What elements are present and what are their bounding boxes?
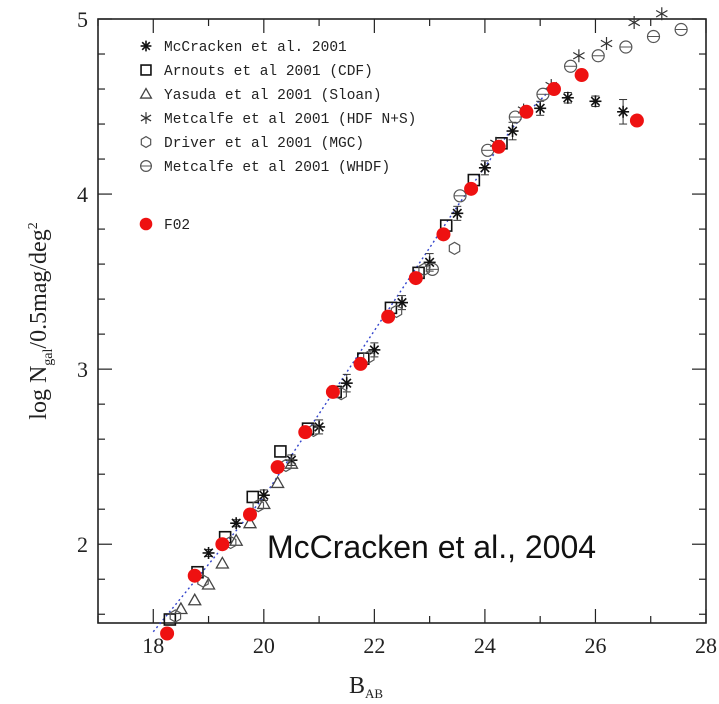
legend-label: Yasuda et al 2001 (Sloan)	[164, 88, 382, 104]
data-point	[396, 296, 408, 309]
data-point	[202, 546, 215, 559]
y-tick-label: 4	[77, 182, 88, 207]
data-point	[561, 91, 574, 104]
data-point	[418, 262, 430, 277]
citation-text: McCracken et al., 2004	[267, 529, 596, 565]
data-point	[464, 181, 479, 196]
data-point	[600, 37, 613, 51]
legend-marker	[140, 135, 152, 149]
data-point	[243, 507, 257, 522]
legend-marker	[140, 112, 152, 124]
data-point	[491, 139, 506, 154]
data-point	[408, 271, 423, 286]
data-point	[508, 110, 522, 124]
data-point	[242, 515, 258, 529]
data-point	[187, 592, 202, 606]
legend: McCracken et al. 2001 Arnouts et al 2001 …	[139, 40, 416, 234]
data-point	[169, 609, 182, 623]
data-point	[436, 227, 451, 242]
x-axis-title-subscript: AB	[365, 686, 383, 701]
axis-ticks	[97, 18, 707, 623]
tick-labels: 18 20 22 24 26 28 2 3 4 5	[77, 7, 717, 658]
data-point	[215, 537, 230, 552]
data-point	[353, 356, 368, 371]
data-point	[270, 460, 285, 475]
legend-label: Metcalfe et al 2001 (HDF N+S)	[164, 112, 416, 128]
x-tick-label: 22	[363, 633, 385, 658]
data-point	[425, 262, 439, 276]
x-tick-label: 20	[253, 633, 275, 658]
data-point	[230, 517, 243, 530]
data-point	[187, 568, 202, 583]
data-point	[629, 113, 644, 128]
data-point	[506, 125, 519, 138]
data-point	[325, 384, 340, 399]
y-tick-label: 5	[77, 7, 88, 32]
y-tick-label: 3	[77, 357, 88, 382]
data-markers	[160, 7, 688, 641]
x-tick-label: 18	[142, 633, 164, 658]
data-point	[215, 556, 230, 569]
legend-label: Metcalfe et al 2001 (WHDF)	[164, 160, 390, 176]
data-point	[591, 49, 605, 63]
data-point	[173, 601, 189, 615]
data-point	[536, 87, 550, 101]
data-point	[674, 22, 688, 37]
legend-label: McCracken et al. 2001	[164, 40, 347, 56]
data-point	[547, 82, 561, 97]
data-point	[340, 377, 353, 390]
x-axis-title: BAB	[349, 673, 383, 701]
data-point	[619, 40, 633, 54]
legend-marker	[140, 160, 153, 173]
data-point	[368, 343, 381, 356]
data-point	[628, 16, 641, 30]
data-point	[563, 59, 578, 73]
data-point	[257, 489, 270, 502]
y-tick-label: 2	[77, 532, 88, 557]
legend-marker	[140, 40, 152, 52]
x-tick-label: 28	[695, 633, 717, 658]
data-point	[298, 425, 313, 440]
data-point	[390, 304, 403, 319]
legend-label: Driver et al 2001 (MGC)	[164, 136, 364, 152]
data-point	[519, 104, 534, 119]
legend-marker	[139, 217, 153, 231]
data-point	[160, 626, 175, 641]
data-point	[451, 207, 464, 220]
data-point	[574, 68, 589, 83]
legend-label: Arnouts et al 2001 (CDF)	[164, 64, 373, 80]
data-point	[478, 161, 491, 174]
legend-marker	[139, 87, 153, 99]
data-point	[572, 49, 585, 63]
x-tick-label: 24	[474, 633, 496, 658]
legend-label: F02	[164, 218, 190, 234]
data-point	[646, 29, 661, 44]
data-point	[589, 95, 602, 108]
plot-frame	[97, 18, 707, 624]
data-point	[252, 499, 265, 513]
data-point	[381, 309, 396, 324]
data-point	[534, 102, 547, 115]
data-point	[448, 241, 461, 256]
y-axis-title: log Ngal/0.5mag/deg2	[26, 222, 56, 419]
x-tick-label: 26	[584, 633, 606, 658]
data-point	[655, 7, 668, 21]
data-point	[617, 105, 630, 118]
data-point	[270, 475, 285, 489]
legend-marker	[140, 64, 152, 76]
data-point	[363, 350, 375, 364]
data-point	[201, 577, 216, 590]
data-point	[274, 445, 287, 458]
data-point	[453, 189, 467, 203]
